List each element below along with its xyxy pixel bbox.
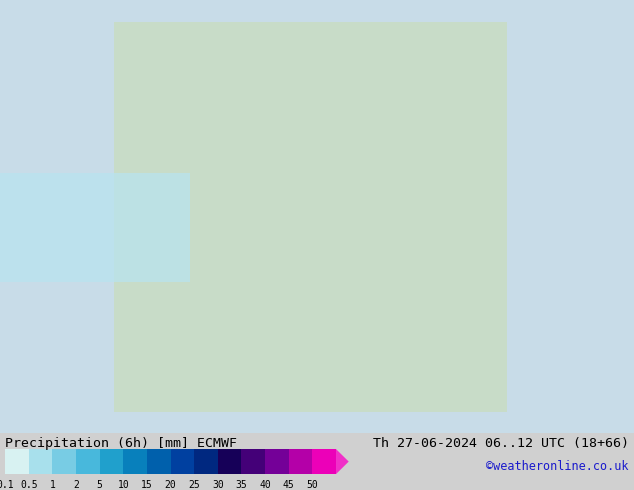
Bar [242,449,265,474]
Text: 2: 2 [73,480,79,490]
Bar [0,173,190,282]
Bar [100,449,123,474]
Bar [123,449,147,474]
Bar [288,449,313,474]
Text: 25: 25 [188,480,200,490]
Bar [76,449,100,474]
Text: 1: 1 [49,480,55,490]
Bar [171,449,194,474]
Text: Th 27-06-2024 06..12 UTC (18+66): Th 27-06-2024 06..12 UTC (18+66) [373,437,629,450]
Text: 20: 20 [165,480,176,490]
Text: 50: 50 [306,480,318,490]
Bar [5,449,29,474]
Text: 10: 10 [117,480,129,490]
Text: 0.1: 0.1 [0,480,14,490]
Text: 40: 40 [259,480,271,490]
Bar [29,449,53,474]
Bar [114,22,507,412]
Bar [53,449,76,474]
Text: 5: 5 [97,480,103,490]
Text: Precipitation (6h) [mm] ECMWF: Precipitation (6h) [mm] ECMWF [5,437,237,450]
Polygon shape [336,449,349,474]
Bar [313,449,336,474]
Bar [265,449,288,474]
Text: 0.5: 0.5 [20,480,37,490]
Text: 15: 15 [141,480,153,490]
Bar [218,449,242,474]
Text: 35: 35 [236,480,247,490]
Bar [147,449,171,474]
Text: ©weatheronline.co.uk: ©weatheronline.co.uk [486,460,629,473]
Text: 45: 45 [283,480,295,490]
Text: 30: 30 [212,480,224,490]
Bar [194,449,218,474]
